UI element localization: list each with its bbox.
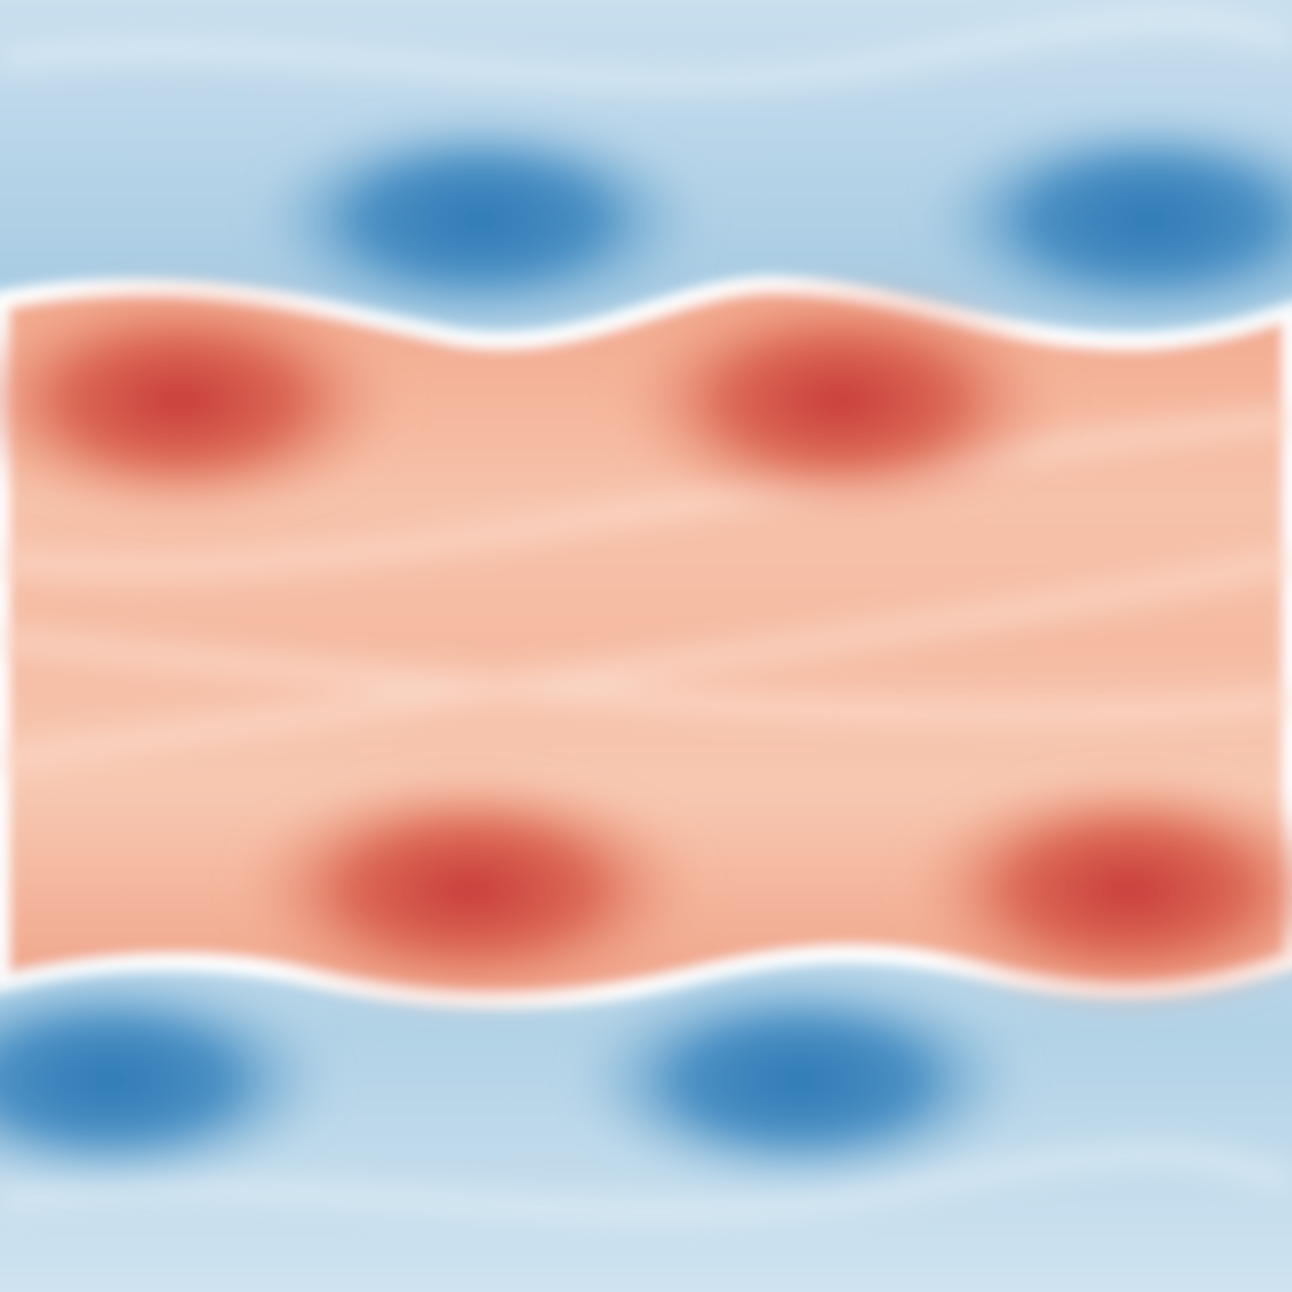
streaks	[0, 11, 1292, 1221]
vortices	[0, 110, 1292, 1190]
